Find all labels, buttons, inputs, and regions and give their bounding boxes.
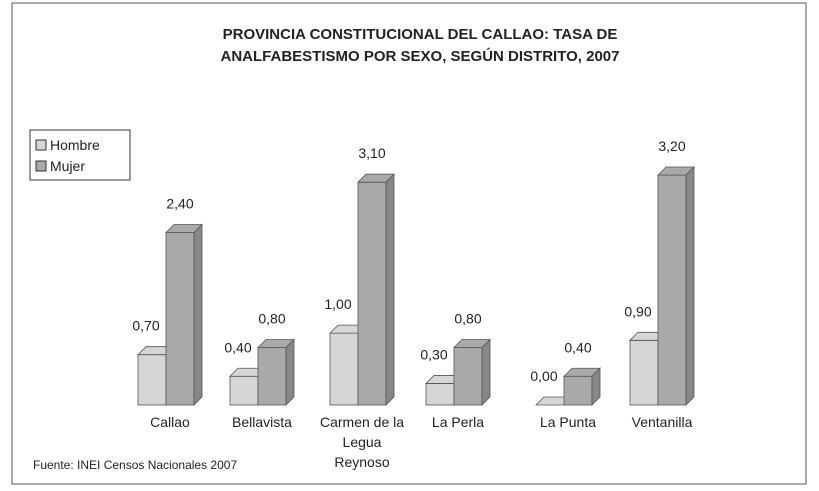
value-label: 0,70	[132, 318, 159, 334]
x-tick-label: La Perla	[431, 414, 485, 430]
bar-front	[629, 339, 659, 406]
x-tick-label: Ventanilla	[631, 414, 693, 430]
legend-box	[29, 129, 131, 181]
value-label: 1,00	[324, 296, 351, 312]
x-tick-label: Bellavista	[232, 414, 292, 430]
x-tick-label: La Punta	[539, 414, 597, 430]
value-label: 0,80	[258, 311, 285, 327]
value-label: 3,10	[358, 145, 385, 161]
bar-front	[137, 354, 167, 406]
x-tick-label: Carmen de la Legua Reynoso	[319, 414, 405, 470]
bar-front	[563, 375, 593, 406]
bar-front	[329, 332, 359, 406]
value-label: 3,20	[658, 138, 685, 154]
bar-front	[165, 232, 195, 406]
bar-front	[257, 347, 287, 406]
legend-swatch	[35, 139, 47, 151]
bar-front	[453, 347, 483, 406]
bar-front	[229, 375, 259, 406]
bar	[453, 338, 491, 406]
bar-side	[385, 173, 395, 406]
bar	[357, 173, 395, 406]
bar-side	[685, 166, 695, 406]
bar-front	[357, 181, 387, 406]
legend-label: Mujer	[50, 158, 85, 174]
bar-side	[193, 223, 203, 406]
frame	[11, 2, 807, 485]
bar-front	[657, 174, 687, 406]
value-label: 0,00	[530, 368, 557, 384]
value-label: 0,40	[564, 339, 591, 355]
value-label: 0,90	[624, 303, 651, 319]
legend-swatch	[35, 160, 47, 172]
chart-title: PROVINCIA CONSTITUCIONAL DEL CALLAO: TAS…	[220, 26, 620, 65]
bar-side	[285, 338, 295, 406]
value-label: 2,40	[166, 196, 193, 212]
value-label: 0,30	[420, 346, 447, 362]
bar-front	[425, 383, 455, 406]
x-tick-label: Callao	[150, 414, 190, 430]
bar-side	[481, 338, 491, 406]
bar	[657, 166, 695, 406]
value-label: 0,40	[224, 339, 251, 355]
bar	[257, 338, 295, 406]
source-note: Fuente: INEI Censos Nacionales 2007	[33, 458, 238, 472]
bar	[563, 367, 601, 406]
value-label: 0,80	[454, 311, 481, 327]
bar	[165, 223, 203, 406]
bar-side	[591, 367, 601, 406]
legend-label: Hombre	[50, 137, 100, 153]
